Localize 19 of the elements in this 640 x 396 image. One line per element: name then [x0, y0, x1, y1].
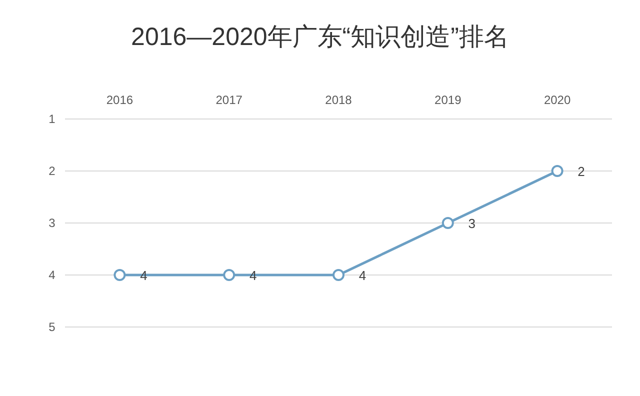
x-tick-label: 2018 — [325, 93, 352, 107]
x-tick-label: 2016 — [106, 93, 134, 107]
x-tick-label: 2019 — [434, 93, 462, 107]
point — [223, 269, 236, 281]
data-label: 4 — [358, 268, 366, 283]
y-tick-label: 5 — [48, 320, 56, 334]
data-label: 3 — [468, 216, 476, 231]
title: 2016—2020年广东“知识创造”排名 — [131, 23, 509, 51]
x-tick-label: 2017 — [216, 93, 243, 107]
x-tick-label: 2020 — [544, 93, 571, 107]
y-tick-label: 2 — [48, 164, 56, 178]
point — [332, 269, 344, 281]
point — [442, 217, 454, 229]
point — [114, 269, 126, 281]
y-tick-label: 3 — [48, 216, 56, 230]
data-label: 2 — [578, 164, 585, 179]
y-tick-label: 4 — [48, 268, 56, 282]
y-tick-label: 1 — [48, 112, 56, 126]
point — [551, 165, 564, 177]
